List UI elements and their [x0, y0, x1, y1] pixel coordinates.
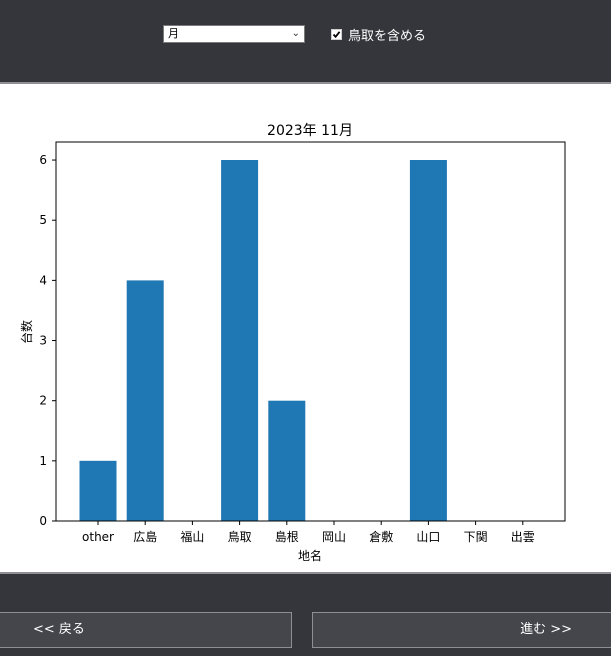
- include-tottori-label: 鳥取を含める: [348, 28, 427, 44]
- y-tick-label: 0: [39, 514, 47, 528]
- x-tick-label: 下関: [464, 530, 488, 544]
- chart-title: 2023年 11月: [267, 123, 353, 139]
- back-button[interactable]: << 戻る: [0, 612, 292, 648]
- checkmark-icon: [332, 30, 341, 38]
- top-divider: [0, 82, 611, 84]
- bar-3: [221, 160, 259, 521]
- period-select[interactable]: 月 ⌄: [163, 25, 305, 43]
- x-tick-label: other: [82, 530, 114, 544]
- y-axis-label: 台数: [19, 320, 34, 344]
- x-tick-label: 広島: [133, 529, 157, 544]
- y-tick-label: 1: [39, 454, 47, 468]
- x-axis-label: 地名: [298, 548, 322, 563]
- y-tick-label: 5: [39, 213, 47, 227]
- y-tick-label: 6: [39, 153, 47, 167]
- include-tottori-toggle[interactable]: 鳥取を含める: [331, 26, 427, 44]
- x-tick-label: 鳥取: [228, 529, 252, 544]
- top-toolbar: 月 ⌄ 鳥取を含める: [0, 0, 611, 82]
- y-tick-label: 4: [39, 273, 47, 287]
- chart-panel: 2023年 11月 0 1 2 3 4 5 6 other 広島 福山 鳥取 島根 岡山 倉敷 山口 下関 出…: [0, 84, 611, 572]
- y-axis-ticks: 0 1 2 3 4 5 6: [39, 153, 56, 528]
- bottom-divider: [0, 572, 611, 574]
- bar-4: [268, 400, 306, 521]
- x-tick-label: 岡山: [322, 530, 346, 544]
- bar-chart: 2023年 11月 0 1 2 3 4 5 6 other 広島 福山 鳥取 島根 岡山 倉敷 山口 下関 出…: [19, 123, 566, 563]
- plot-frame: [55, 141, 566, 522]
- x-tick-label: 島根: [275, 529, 299, 544]
- x-tick-label: 倉敷: [369, 529, 393, 544]
- x-tick-label: 出雲: [511, 530, 535, 544]
- bar-1: [126, 280, 164, 521]
- include-tottori-checkbox[interactable]: [331, 28, 342, 40]
- chevron-down-icon: ⌄: [291, 28, 300, 39]
- x-tick-label: 山口: [416, 530, 440, 544]
- bar-7: [409, 160, 447, 521]
- next-button[interactable]: 進む >>: [312, 612, 611, 648]
- x-tick-label: 福山: [180, 529, 204, 544]
- y-tick-label: 3: [39, 334, 47, 348]
- period-select-value: 月: [168, 27, 179, 40]
- bar-0: [79, 460, 117, 521]
- y-tick-label: 2: [39, 394, 47, 408]
- x-axis-ticks: other 広島 福山 鳥取 島根 岡山 倉敷 山口 下関 出雲: [82, 521, 535, 544]
- bars-group: [79, 160, 447, 521]
